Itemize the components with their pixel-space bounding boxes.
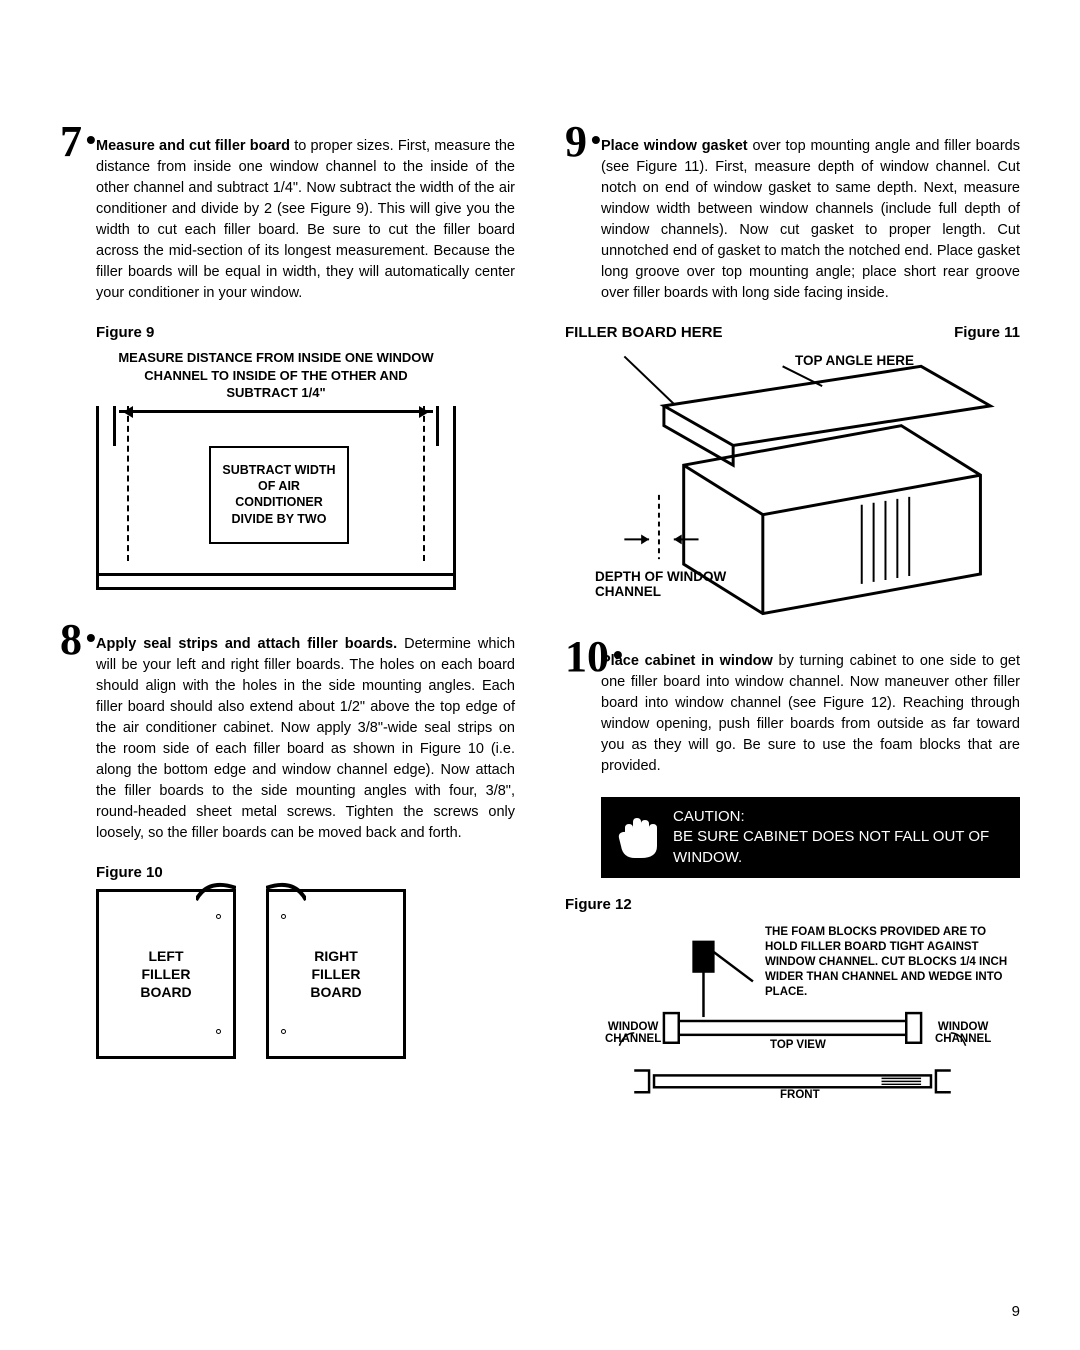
wc-left-label: WINDOW CHANNEL [605,1021,661,1045]
step-text: Place cabinet in window by turning cabin… [601,651,1020,777]
bullet-icon: • [591,120,601,159]
figure-12: THE FOAM BLOCKS PROVIDED ARE TO HOLD FIL… [565,921,1020,1121]
caution-title: CAUTION: [673,807,1006,827]
step-body-text: over top mounting angle and filler board… [601,138,1020,301]
bullet-icon: • [86,618,96,657]
figure-9: MEASURE DISTANCE FROM INSIDE ONE WINDOW … [96,349,456,590]
figure-9-caption: MEASURE DISTANCE FROM INSIDE ONE WINDOW … [116,349,436,402]
step-body-text: Determine which will be your left and ri… [96,636,515,841]
caution-text: CAUTION: BE SURE CABINET DOES NOT FALL O… [673,807,1006,868]
fb-left-label: LEFT FILLER BOARD [140,947,191,1002]
step-body-text: by turning cabinet to one side to get on… [601,653,1020,774]
figure-9-label: Figure 9 [96,324,515,341]
figure-12-label: Figure 12 [565,896,1020,913]
step-body-text: to proper sizes. First, measure the dist… [96,138,515,301]
filler-board-label: FILLER BOARD HERE [565,324,723,341]
figure-9-ac-box: SUBTRACT WIDTH OF AIR CONDITIONER DIVIDE… [209,446,349,544]
fb-right-label: RIGHT FILLER BOARD [310,947,361,1002]
step-number: 8 [60,618,82,662]
step-10: 10 • Place cabinet in window by turning … [565,635,1020,777]
figure-11-label: Figure 11 [954,324,1020,341]
step-lead: Place cabinet in window [601,653,773,669]
figure-10: LEFT FILLER BOARD RIGHT FILLER BOARD [96,889,515,1059]
step-number: 9 [565,120,587,164]
front-label: FRONT [780,1089,820,1101]
step-text: Place window gasket over top mounting an… [601,136,1020,304]
step-7: 7 • Measure and cut filler board to prop… [60,120,515,304]
step-9: 9 • Place window gasket over top mountin… [565,120,1020,304]
wc-right-label: WINDOW CHANNEL [935,1021,991,1045]
caution-line: BE SURE CABINET DOES NOT FALL OUT OF WIN… [673,827,1006,868]
right-filler-board: RIGHT FILLER BOARD [266,889,406,1059]
curve-icon [196,882,236,902]
figure-11: TOP ANGLE HERE DEPTH OF WINDOW CHANNEL [565,345,1020,625]
figure-9-diagram: SUBTRACT WIDTH OF AIR CONDITIONER DIVIDE… [96,406,456,576]
left-filler-board: LEFT FILLER BOARD [96,889,236,1059]
step-lead: Place window gasket [601,138,748,154]
two-column-layout: 7 • Measure and cut filler board to prop… [60,120,1020,1121]
bullet-icon: • [86,120,96,159]
figure-11-header: FILLER BOARD HERE Figure 11 [565,324,1020,341]
curve-icon [266,882,306,902]
top-angle-label: TOP ANGLE HERE [795,353,914,368]
right-column: 9 • Place window gasket over top mountin… [565,120,1020,1121]
step-text: Apply seal strips and attach filler boar… [96,634,515,844]
caution-box: CAUTION: BE SURE CABINET DOES NOT FALL O… [601,797,1020,878]
depth-label: DEPTH OF WINDOW CHANNEL [595,569,726,599]
step-text: Measure and cut filler board to proper s… [96,136,515,304]
step-lead: Measure and cut filler board [96,138,290,154]
step-8: 8 • Apply seal strips and attach filler … [60,618,515,844]
step-lead: Apply seal strips and attach filler boar… [96,636,397,652]
left-column: 7 • Measure and cut filler board to prop… [60,120,515,1121]
hand-icon [615,816,659,860]
page-number: 9 [1012,1303,1020,1320]
step-number: 7 [60,120,82,164]
figure-10-label: Figure 10 [96,864,515,881]
figure-12-note: THE FOAM BLOCKS PROVIDED ARE TO HOLD FIL… [765,925,1015,1000]
top-view-label: TOP VIEW [770,1039,826,1051]
